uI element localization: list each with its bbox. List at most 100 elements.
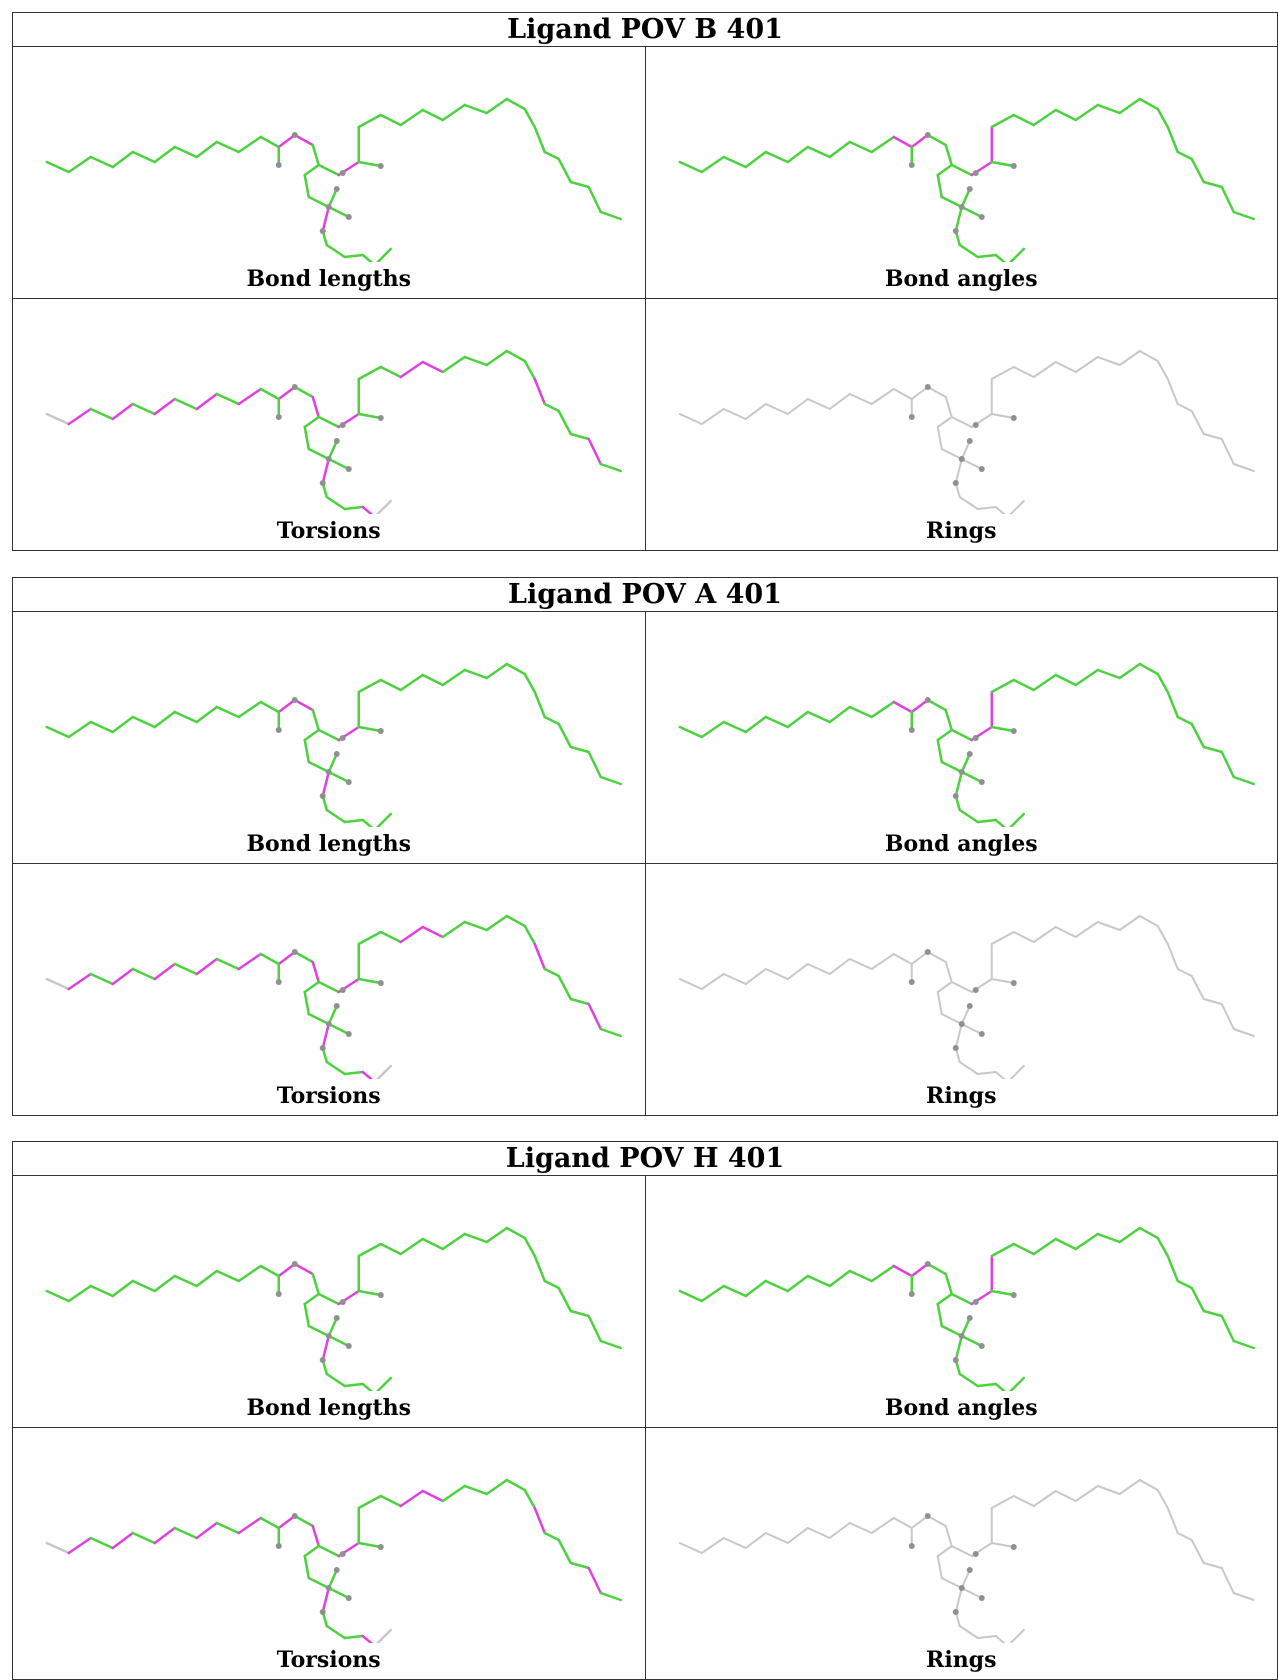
bond-line xyxy=(700,408,725,425)
bond-line xyxy=(259,952,280,966)
bond-line xyxy=(1176,403,1193,412)
bond-line xyxy=(357,1494,382,1510)
ligand-title: Ligand POV B 401 xyxy=(12,12,1278,47)
bond-line xyxy=(1054,1490,1077,1502)
bond-line xyxy=(587,1314,602,1343)
bond-line xyxy=(45,1541,70,1555)
bond-line xyxy=(327,1022,350,1036)
bond-line xyxy=(317,415,340,429)
bond-line xyxy=(599,1027,622,1038)
bond-line xyxy=(1054,1237,1077,1251)
bond-line xyxy=(421,108,444,122)
panel-rings: Rings xyxy=(644,298,1278,551)
atom-dot xyxy=(1010,980,1017,986)
panel-torsions: Torsions xyxy=(12,1427,646,1680)
bond-line xyxy=(1074,356,1099,373)
bond-line xyxy=(557,974,572,1001)
panel-caption: Torsions xyxy=(276,1647,381,1673)
panel-bond-lengths: Bond lengths xyxy=(12,46,646,299)
atom-dot xyxy=(978,1031,985,1037)
bond-line xyxy=(303,1292,320,1306)
bond-line xyxy=(1190,157,1205,184)
bond-line xyxy=(990,931,1015,945)
bond-line xyxy=(343,1634,364,1640)
bond-line xyxy=(375,1628,392,1643)
bond-line xyxy=(327,1568,338,1590)
bond-line xyxy=(936,416,953,428)
atom-dot xyxy=(275,979,282,985)
bond-line xyxy=(303,1302,310,1328)
panel-caption: Rings xyxy=(926,518,997,544)
bond-line xyxy=(421,360,444,374)
bond-line xyxy=(1008,1629,1025,1643)
bond-line xyxy=(557,1286,572,1313)
bond-line xyxy=(1118,97,1141,115)
bond-line xyxy=(569,745,590,754)
bond-line xyxy=(1176,150,1193,161)
bond-line xyxy=(990,725,1015,733)
atom-dot xyxy=(275,1543,282,1549)
bond-line xyxy=(67,720,92,739)
atom-dot xyxy=(345,214,352,220)
bond-line xyxy=(357,365,382,381)
bond-line xyxy=(936,738,943,764)
atom-dot xyxy=(972,170,979,176)
bond-line xyxy=(317,163,340,177)
atom-dot xyxy=(908,1543,915,1549)
atom-dot xyxy=(377,163,384,169)
bond-line xyxy=(131,715,156,729)
atom-dot xyxy=(924,132,931,138)
bond-line xyxy=(958,1625,979,1639)
bond-line xyxy=(237,135,262,154)
bond-line xyxy=(1012,1495,1035,1507)
atom-dot xyxy=(339,170,346,176)
bond-line xyxy=(976,818,997,824)
bond-line xyxy=(543,1279,560,1290)
bond-line xyxy=(399,360,424,379)
atom-dot xyxy=(291,1513,298,1519)
atom-dot xyxy=(958,1333,965,1339)
bond-line xyxy=(277,1262,296,1278)
bond-line xyxy=(1032,361,1057,378)
bond-line xyxy=(357,1289,382,1297)
bond-line xyxy=(67,972,92,991)
bond-line xyxy=(307,1324,330,1338)
ligand-title: Ligand POV A 401 xyxy=(12,577,1278,612)
bond-line xyxy=(1176,968,1193,977)
bond-line xyxy=(277,950,296,966)
bond-line xyxy=(764,968,789,980)
bond-line xyxy=(1054,361,1077,373)
bond-line xyxy=(926,698,947,712)
panel-caption: Rings xyxy=(926,1647,997,1673)
bond-line xyxy=(131,402,156,416)
bond-line xyxy=(700,1284,725,1303)
bond-line xyxy=(926,951,947,963)
panel-bond-angles: Bond angles xyxy=(644,1175,1278,1428)
bond-line xyxy=(1190,1539,1205,1564)
bond-line xyxy=(828,705,851,724)
panel-bond-angles: Bond angles xyxy=(644,46,1278,299)
bond-line xyxy=(936,1555,943,1579)
atom-dot xyxy=(924,1513,931,1519)
bond-line xyxy=(375,499,392,514)
bond-line xyxy=(361,1634,374,1643)
atom-dot xyxy=(275,1291,282,1297)
bond-line xyxy=(303,173,310,199)
bond-line xyxy=(1176,1279,1193,1290)
atom-dot xyxy=(345,779,352,785)
atom-dot xyxy=(958,456,965,462)
bond-line xyxy=(940,760,963,774)
bond-line xyxy=(303,1554,310,1580)
atom-dot xyxy=(972,422,979,428)
bond-line xyxy=(1074,1232,1099,1251)
bond-line xyxy=(173,145,198,159)
atom-dot xyxy=(325,456,332,462)
bond-line xyxy=(357,1242,382,1258)
panel-caption: Rings xyxy=(926,1083,997,1109)
bond-line xyxy=(343,505,364,511)
bond-line xyxy=(806,145,831,159)
bond-line xyxy=(587,185,602,214)
bond-line xyxy=(976,1071,997,1075)
bond-line xyxy=(237,700,262,719)
bond-line xyxy=(1166,1254,1179,1283)
